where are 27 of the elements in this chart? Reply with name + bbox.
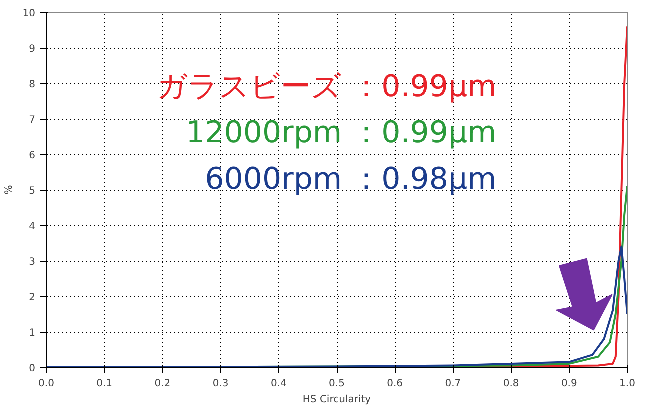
y-tick-label: 6 [29,150,36,162]
y-tick-label: 1 [29,328,36,339]
x-tick-label: 0.7 [445,378,462,390]
x-tick-label: 0.2 [154,378,171,390]
y-tick-label: 10 [22,8,36,20]
x-axis-title: HS Circularity [302,394,372,406]
x-tick-label: 0.9 [561,378,578,390]
x-tick-label: 1.0 [620,378,636,390]
y-tick-label: 2 [29,292,36,304]
y-tick-label: 3 [29,257,36,268]
text: 6000rpm ：0.98μm [205,162,497,197]
x-tick-label: 0.5 [329,378,345,390]
y-axis-title: % [4,185,15,195]
x-tick-label: 0.4 [270,378,287,390]
y-tick-label: 4 [29,222,36,232]
text: 12000rpm ：0.99μm [186,116,497,151]
y-tick-label: 5 [29,186,36,197]
x-tick-label: 0.6 [387,378,404,390]
y-tick-label: 8 [29,80,36,90]
y-tick-label: 0 [29,364,36,374]
text: ガラスビーズ ：0.99μm [157,70,497,105]
y-tick-label: 7 [29,115,36,126]
x-tick-label: 0.0 [38,378,54,390]
x-tick-label: 0.3 [212,378,229,390]
y-tick-label: 9 [29,44,36,55]
x-tick-label: 0.1 [96,378,113,390]
x-tick-label: 0.8 [503,378,520,390]
